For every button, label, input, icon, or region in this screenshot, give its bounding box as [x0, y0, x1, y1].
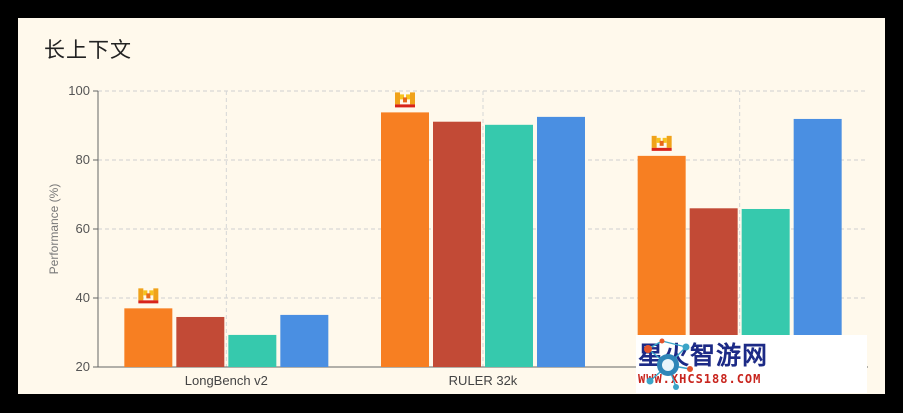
x-tick-label: RULER 32k: [449, 373, 518, 388]
chart-title: 长上下文: [44, 38, 132, 62]
bar: [280, 314, 329, 367]
best-marker-icon: [651, 135, 672, 151]
y-tick-label: 40: [76, 290, 90, 305]
bar-chart: 20 40 60 80 100 Performance (%) LongBench v2 RU…: [47, 83, 868, 388]
y-tick-label: 100: [68, 83, 90, 98]
bar: [176, 316, 225, 367]
y-tick-label: 80: [76, 152, 90, 167]
y-tick-label: 60: [76, 221, 90, 236]
bar: [793, 118, 842, 367]
network-logo-icon: [644, 338, 693, 390]
bar: [433, 121, 481, 367]
bar: [381, 112, 429, 367]
chart-card: 长上下文 20 40 60 80 100 Performance (%) LongBench…: [18, 18, 885, 394]
bar: [537, 116, 585, 367]
bar: [124, 308, 173, 367]
best-marker-icon: [395, 92, 415, 108]
bar: [637, 155, 686, 367]
bar: [485, 124, 533, 367]
y-axis-label: Performance (%): [47, 184, 61, 275]
best-marker-icon: [138, 288, 159, 304]
bar: [228, 334, 277, 367]
x-tick-label: LongBench v2: [185, 373, 268, 388]
watermark: 星火智游网 WWW.XHCS188.COM: [636, 335, 867, 393]
y-tick-label: 20: [76, 359, 90, 374]
